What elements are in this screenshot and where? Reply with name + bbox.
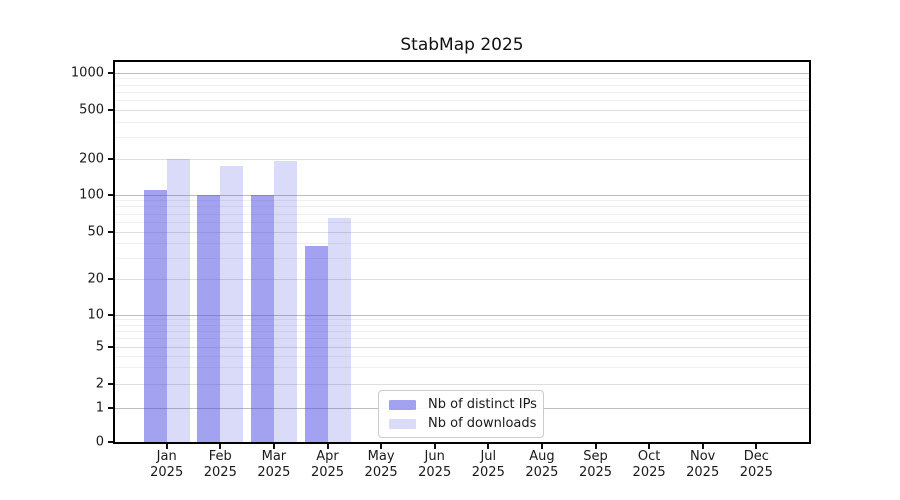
gridline-y-2 bbox=[115, 384, 809, 385]
gridline-y-5 bbox=[115, 346, 809, 348]
gridline-y-7 bbox=[115, 330, 809, 332]
y-tick-label-10: 10 bbox=[87, 307, 104, 322]
x-tick-mark-jul bbox=[487, 444, 490, 449]
gridline-y-50 bbox=[115, 231, 809, 233]
x-tick-mark-nov bbox=[701, 444, 704, 449]
x-tick-label-jan: Jan 2025 bbox=[150, 449, 184, 480]
legend-row-downloads: Nb of downloads bbox=[389, 416, 537, 431]
gridline-y-9 bbox=[115, 319, 809, 321]
x-tick-mark-sep bbox=[594, 444, 597, 449]
gridline-y-4 bbox=[115, 355, 809, 357]
y-tick-mark-0 bbox=[108, 441, 113, 443]
bar-downloads-apr bbox=[327, 217, 351, 442]
y-tick-mark-200 bbox=[108, 157, 113, 160]
gridline-y-300 bbox=[115, 137, 809, 139]
x-tick-mark-jan bbox=[165, 444, 168, 449]
gridline-y-600 bbox=[115, 100, 809, 102]
bar-ips-jan bbox=[143, 189, 167, 442]
x-tick-mark-apr bbox=[326, 444, 329, 449]
bar-ips-feb bbox=[197, 195, 221, 442]
gridline-y-80 bbox=[115, 206, 809, 208]
gridline-y-6 bbox=[115, 338, 809, 340]
y-tick-mark-500 bbox=[108, 109, 113, 111]
y-tick-mark-20 bbox=[108, 278, 113, 280]
gridline-y-100 bbox=[115, 194, 809, 196]
x-tick-label-nov: Nov 2025 bbox=[686, 449, 720, 480]
y-tick-label-5: 5 bbox=[95, 339, 104, 354]
y-tick-label-200: 200 bbox=[79, 151, 104, 166]
gridline-y-500 bbox=[115, 110, 809, 111]
legend-label-distinct-ips: Nb of distinct IPs bbox=[428, 397, 537, 412]
y-tick-label-1: 1 bbox=[95, 400, 104, 415]
gridline-y-1000 bbox=[115, 72, 809, 74]
x-tick-label-may: May 2025 bbox=[364, 449, 398, 480]
plot-canvas bbox=[115, 62, 809, 442]
y-tick-mark-50 bbox=[108, 230, 113, 233]
x-tick-mark-may bbox=[380, 444, 383, 449]
gridline-y-90 bbox=[115, 200, 809, 202]
gridline-y-8 bbox=[115, 324, 809, 326]
y-tick-mark-5 bbox=[108, 345, 113, 348]
legend-swatch-downloads bbox=[389, 418, 416, 429]
bar-downloads-feb bbox=[220, 165, 244, 442]
x-tick-label-oct: Oct 2025 bbox=[632, 449, 666, 480]
legend: Nb of distinct IPs Nb of downloads bbox=[378, 390, 544, 438]
gridline-y-20 bbox=[115, 279, 809, 280]
x-tick-label-jun: Jun 2025 bbox=[418, 449, 452, 480]
x-tick-mark-oct bbox=[648, 444, 651, 449]
gridline-y-30 bbox=[115, 257, 809, 259]
x-tick-label-dec: Dec 2025 bbox=[739, 449, 773, 480]
legend-swatch-distinct-ips bbox=[389, 399, 416, 410]
gridline-y-400 bbox=[115, 121, 809, 123]
y-tick-label-100: 100 bbox=[79, 187, 104, 202]
plot-area bbox=[113, 60, 811, 444]
bar-downloads-mar bbox=[273, 160, 297, 442]
gridline-y-3 bbox=[115, 367, 809, 369]
gridline-y-60 bbox=[115, 221, 809, 223]
y-tick-label-50: 50 bbox=[87, 224, 104, 239]
gridline-y-40 bbox=[115, 243, 809, 245]
chart-title: StabMap 2025 bbox=[400, 35, 524, 55]
bar-downloads-jan bbox=[166, 159, 190, 442]
gridline-y-200 bbox=[115, 158, 809, 160]
y-tick-mark-100 bbox=[108, 193, 113, 196]
y-tick-label-20: 20 bbox=[87, 271, 104, 287]
x-tick-label-feb: Feb 2025 bbox=[203, 449, 237, 480]
y-tick-label-1000: 1000 bbox=[70, 65, 104, 80]
y-tick-label-2: 2 bbox=[95, 376, 104, 392]
legend-row-distinct-ips: Nb of distinct IPs bbox=[389, 397, 537, 412]
gridline-y-70 bbox=[115, 213, 809, 215]
x-tick-label-apr: Apr 2025 bbox=[310, 449, 345, 480]
y-tick-mark-10 bbox=[108, 313, 113, 316]
x-tick-mark-dec bbox=[755, 444, 758, 449]
gridline-y-10 bbox=[115, 314, 809, 316]
bar-ips-apr bbox=[304, 245, 328, 442]
gridline-y-800 bbox=[115, 84, 809, 86]
gridline-y-900 bbox=[115, 78, 809, 80]
legend-label-downloads: Nb of downloads bbox=[428, 416, 537, 431]
x-tick-label-jul: Jul 2025 bbox=[471, 449, 505, 480]
gridline-y-700 bbox=[115, 91, 809, 93]
y-tick-label-500: 500 bbox=[79, 102, 104, 118]
x-tick-label-mar: Mar 2025 bbox=[257, 449, 291, 480]
bar-ips-mar bbox=[250, 194, 274, 442]
y-tick-label-0: 0 bbox=[95, 434, 104, 450]
x-tick-label-aug: Aug 2025 bbox=[525, 449, 559, 480]
y-tick-mark-2 bbox=[108, 383, 113, 385]
x-tick-label-sep: Sep 2025 bbox=[578, 449, 613, 480]
y-tick-mark-1000 bbox=[108, 71, 113, 74]
x-tick-mark-jun bbox=[433, 444, 436, 449]
x-tick-mark-feb bbox=[219, 444, 222, 449]
x-tick-mark-mar bbox=[272, 444, 275, 449]
y-tick-mark-1 bbox=[108, 406, 113, 409]
x-tick-mark-aug bbox=[540, 444, 543, 449]
